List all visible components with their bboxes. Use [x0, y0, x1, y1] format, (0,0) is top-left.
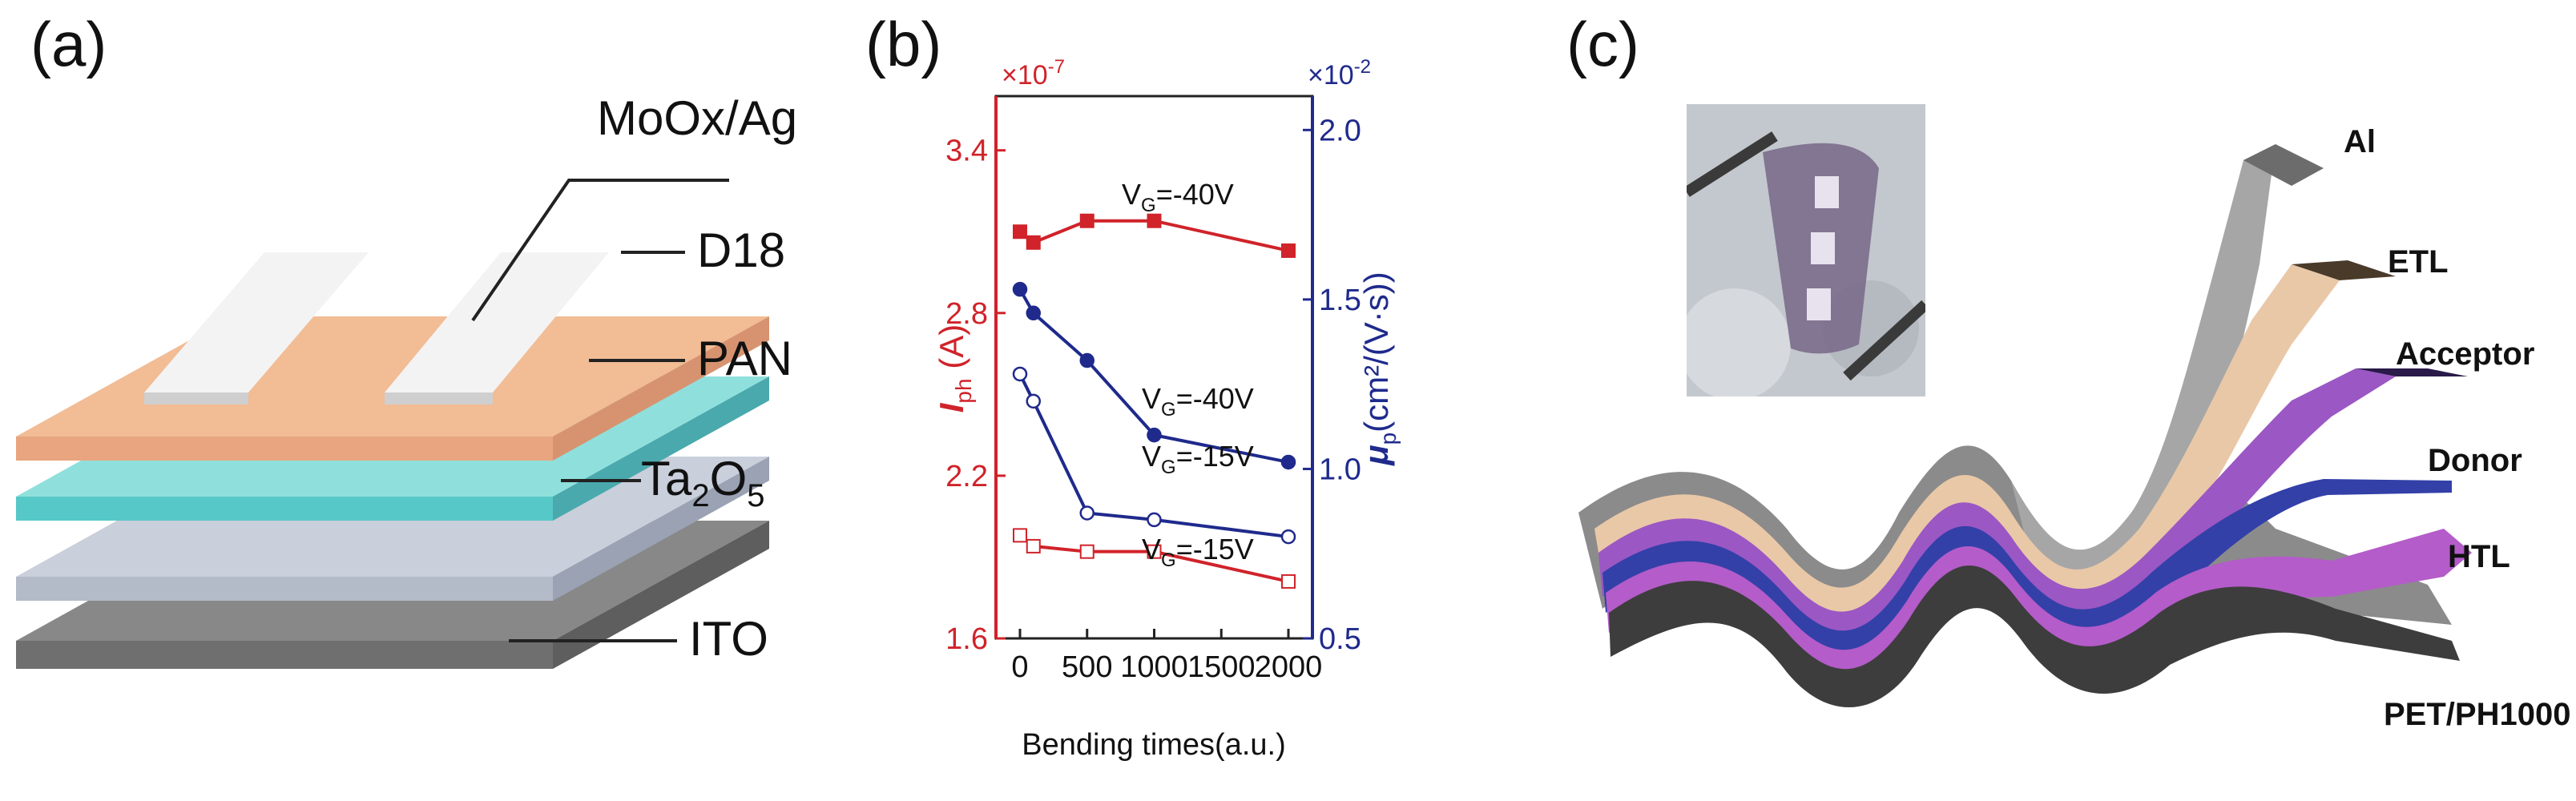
data-point: [1013, 224, 1027, 239]
label-ta2o5: Ta2O5: [641, 452, 765, 513]
device-stack-diagram: MoOx/Ag D18 PAN Ta2O5 ITO: [16, 91, 797, 669]
left-tick-label: 1.6: [945, 622, 988, 656]
right-tick-label: 1.0: [1319, 453, 1361, 486]
data-point: [1079, 505, 1094, 521]
data-point: [1012, 366, 1028, 382]
x-tick-label: 1000: [1120, 650, 1188, 684]
ribbon-acceptor: [1598, 368, 2396, 650]
panel-label-b: (b): [865, 9, 942, 79]
ribbon-al-edge: [2243, 144, 2324, 186]
panel-c: (c) Al ETL Accep: [1522, 0, 2576, 797]
label-moox-ag: MoOx/Ag: [597, 91, 797, 145]
x-tick-label: 0: [1011, 650, 1028, 684]
data-point: [1079, 544, 1094, 559]
left-tick-label: 3.4: [945, 135, 988, 168]
data-point: [1147, 427, 1162, 443]
ribbon-htl: [1606, 529, 2472, 684]
right-tick-label: 2.0: [1319, 114, 1361, 147]
data-point: [1280, 454, 1296, 470]
leader-moox: [471, 179, 729, 322]
right-axis-title: μp(cm²/(V·s)): [1357, 272, 1401, 466]
bending-chart: ×10-7 ×10-2 Iph (A) μp(cm²/(V·s)) Bendin…: [933, 56, 1401, 762]
series-annotation: VG=-15V: [1142, 533, 1254, 571]
x-tick-label: 2000: [1255, 650, 1323, 684]
ribbon-donor: [1602, 479, 2452, 665]
data-point: [1026, 393, 1041, 409]
right-tick-label: 0.5: [1319, 622, 1361, 656]
ribbon-pet: [1609, 565, 2460, 708]
panel-a: (a): [0, 0, 849, 797]
data-point: [1079, 213, 1094, 228]
data-point: [1281, 574, 1296, 589]
data-point: [1147, 544, 1162, 559]
electrode-right: [385, 252, 609, 405]
label-pan: PAN: [697, 332, 792, 385]
data-point: [1147, 213, 1162, 228]
data-point: [1026, 235, 1041, 250]
label-ito: ITO: [689, 612, 768, 666]
right-tick-label: 1.5: [1319, 284, 1361, 317]
label-htl: HTL: [2448, 539, 2510, 574]
x-tick-label: 500: [1062, 650, 1112, 684]
label-acceptor: Acceptor: [2396, 336, 2534, 372]
x-tick-label: 1500: [1187, 650, 1256, 684]
device-photo: [1687, 104, 1925, 396]
flexible-device-diagram: Al ETL Acceptor Donor HTL PET/PH1000: [1578, 124, 2570, 732]
right-multiplier: ×10-2: [1308, 56, 1371, 91]
left-tick-label: 2.8: [945, 297, 988, 331]
label-pet-ph1000: PET/PH1000: [2384, 697, 2570, 732]
panel-label-c: (c): [1566, 9, 1639, 79]
ribbon-etl-edge: [2292, 260, 2396, 280]
ribbon-acceptor-edge: [2356, 368, 2468, 376]
data-point: [1026, 305, 1041, 321]
electrode-left: [144, 252, 369, 405]
left-axis-title: Iph (A): [933, 324, 976, 413]
left-multiplier: ×10-7: [1002, 56, 1065, 91]
series-annotation: VG=-40V: [1122, 178, 1234, 216]
label-d18: D18: [697, 223, 785, 277]
panel-b: (b) ×10-7 ×10-2 Iph (A) μp(cm²/(V·s)) Be…: [849, 0, 1426, 797]
data-point: [1281, 243, 1296, 258]
series-annotation: VG=-40V: [1142, 382, 1254, 421]
x-axis-title: Bending times(a.u.): [1022, 728, 1286, 762]
data-point: [1079, 352, 1094, 368]
data-point: [1280, 529, 1296, 545]
data-point: [1026, 538, 1041, 553]
data-point: [1147, 512, 1162, 528]
ribbon-etl: [1594, 264, 2340, 634]
data-point: [1013, 528, 1027, 543]
series-annotation: VG=-15V: [1142, 440, 1254, 478]
label-al: Al: [2344, 124, 2376, 159]
label-donor: Donor: [2428, 443, 2522, 478]
panel-label-a: (a): [30, 9, 107, 79]
data-point: [1012, 281, 1028, 297]
left-tick-label: 2.2: [945, 460, 988, 493]
label-etl: ETL: [2388, 244, 2449, 280]
